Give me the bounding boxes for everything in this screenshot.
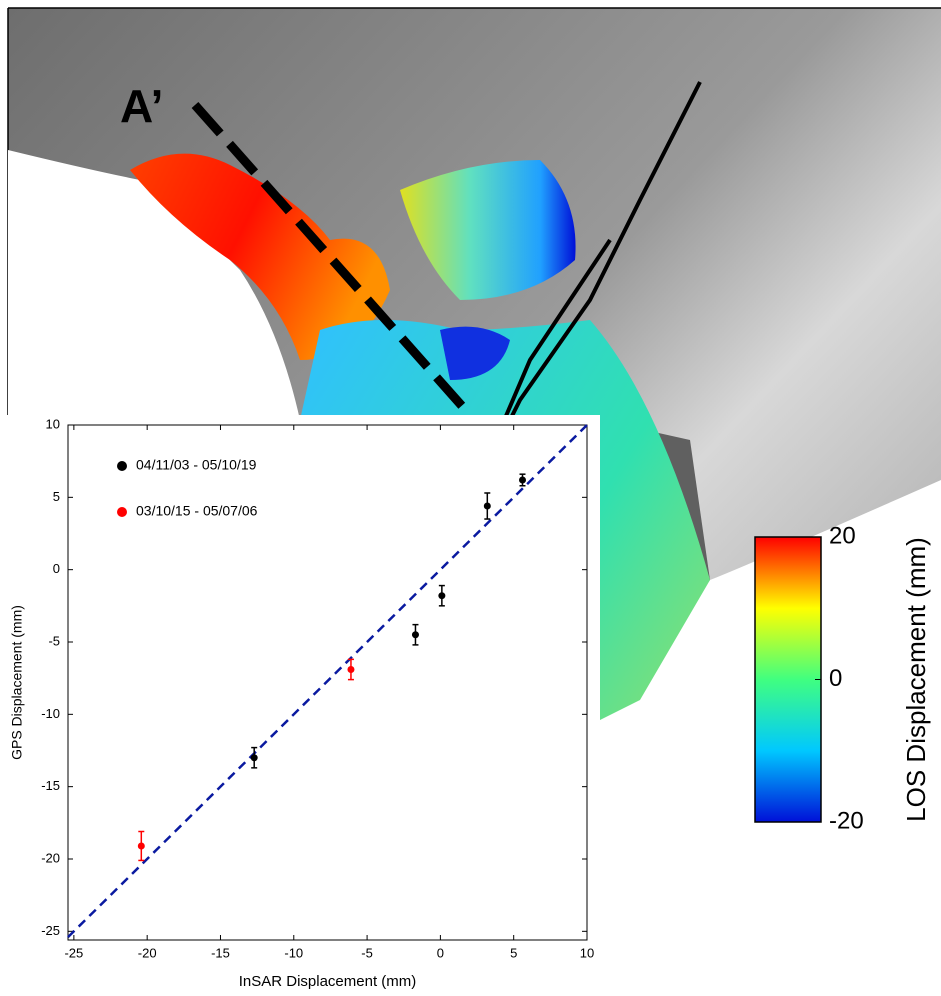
x-tick-label: 5 [510,945,517,960]
x-tick-label: -10 [284,945,303,960]
legend-label: 04/11/03 - 05/10/19 [136,457,257,473]
legend-marker [117,507,127,517]
insar-patch [440,326,510,380]
x-axis-label: InSAR Displacement (mm) [239,973,417,990]
point [518,476,526,484]
x-tick-label: -25 [64,945,83,960]
point [438,592,446,600]
colorbar-tick-label: 0 [829,665,842,692]
point [483,502,491,510]
x-tick-label: -5 [361,945,373,960]
identity-line [67,424,588,938]
colorbar-tick-label: 20 [829,522,856,549]
legend-marker [117,461,127,471]
y-tick-label: -20 [41,850,60,865]
point [137,842,145,850]
point [347,665,355,673]
x-tick-label: -15 [211,945,230,960]
x-tick-label: 0 [437,945,444,960]
y-tick-label: -5 [48,633,60,648]
y-tick-label: -15 [41,778,60,793]
point [411,631,419,639]
x-tick-label: -20 [138,945,157,960]
colorbar-label: LOS Displacement (mm) [901,537,931,822]
colorbar-tick-label: -20 [829,807,864,834]
profile-line [191,102,474,418]
point [250,754,258,762]
fault-line [498,238,612,431]
insar-patch [130,153,390,360]
y-tick-label: 5 [53,489,60,504]
insar-patch [400,160,576,300]
y-tick-label: -25 [41,923,60,938]
y-tick-label: 10 [46,416,60,431]
fault-line [503,81,702,431]
colorbar [754,536,822,823]
y-axis-label: GPS Displacement (mm) [9,605,25,760]
y-tick-label: -10 [41,706,60,721]
y-tick-label: 0 [53,561,60,576]
x-tick-label: 10 [580,945,594,960]
legend-label: 03/10/15 - 05/07/06 [136,503,258,519]
profile-label: A’ [120,80,163,132]
